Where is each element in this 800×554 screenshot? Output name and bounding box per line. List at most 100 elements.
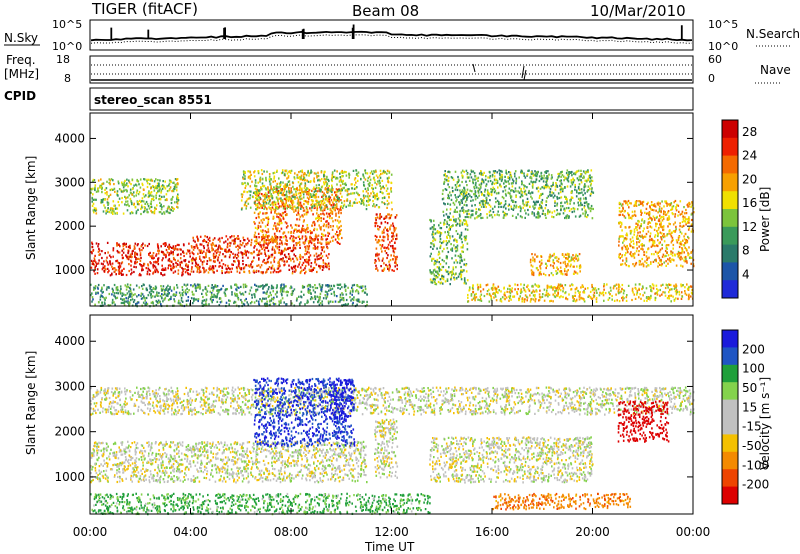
data-cell xyxy=(472,291,475,294)
data-cell xyxy=(184,271,187,274)
data-cell xyxy=(335,214,337,217)
data-cell xyxy=(264,198,266,201)
data-cell xyxy=(129,191,132,194)
data-cell xyxy=(538,293,541,296)
data-cell xyxy=(504,180,507,183)
data-cell xyxy=(533,214,536,217)
data-cell xyxy=(555,270,557,273)
data-cell xyxy=(577,192,580,195)
data-cell xyxy=(203,247,205,250)
data-cell xyxy=(331,176,333,180)
data-cell xyxy=(262,260,264,263)
data-cell xyxy=(345,189,347,192)
data-cell xyxy=(450,198,453,201)
data-cell xyxy=(341,189,343,192)
data-cell xyxy=(684,220,686,223)
data-cell xyxy=(263,218,265,221)
data-cell xyxy=(475,177,478,180)
data-cell xyxy=(319,203,322,206)
data-cell xyxy=(281,188,283,191)
data-cell xyxy=(533,258,536,261)
data-cell xyxy=(657,265,659,268)
data-cell xyxy=(257,270,260,273)
data-cell xyxy=(177,269,180,272)
data-cell xyxy=(444,231,446,234)
data-cell xyxy=(90,266,93,269)
data-cell xyxy=(148,253,150,256)
data-cell xyxy=(538,196,541,199)
data-cell xyxy=(497,186,499,189)
data-cell xyxy=(393,235,395,238)
data-cell xyxy=(314,189,317,192)
data-cell xyxy=(278,245,281,248)
data-cell xyxy=(325,238,327,241)
data-cell xyxy=(304,245,306,248)
data-cell xyxy=(579,214,582,217)
data-cell xyxy=(451,247,454,250)
data-cell xyxy=(273,258,275,261)
data-cell xyxy=(340,178,342,181)
data-cell xyxy=(94,184,97,187)
data-cell xyxy=(611,294,613,298)
data-cell xyxy=(321,238,324,241)
data-cell xyxy=(507,204,510,208)
data-cell xyxy=(500,300,503,303)
data-cell xyxy=(321,200,323,203)
data-cell xyxy=(568,216,570,219)
data-cell xyxy=(318,257,321,260)
data-cell xyxy=(566,173,569,176)
data-cell xyxy=(510,195,513,198)
data-cell xyxy=(493,175,496,178)
data-cell xyxy=(285,193,288,196)
data-cell xyxy=(96,262,98,265)
data-cell xyxy=(534,170,536,173)
data-cell xyxy=(234,238,236,241)
data-cell xyxy=(112,249,115,252)
data-cell xyxy=(122,256,124,259)
data-cell xyxy=(305,237,308,241)
data-cell xyxy=(238,245,240,248)
data-cell xyxy=(523,190,526,194)
freq-tick-top: 18 xyxy=(56,53,70,66)
data-cell xyxy=(448,170,450,173)
data-cell xyxy=(339,184,342,187)
data-cell xyxy=(144,202,146,205)
data-cell xyxy=(238,271,241,274)
data-cell xyxy=(271,201,274,204)
data-cell xyxy=(246,250,248,253)
data-cell xyxy=(316,175,318,178)
data-cell xyxy=(255,242,257,245)
data-cell xyxy=(603,288,605,291)
data-cell xyxy=(160,272,162,276)
data-cell xyxy=(660,232,663,235)
data-cell xyxy=(447,196,449,200)
data-cell xyxy=(555,213,558,216)
data-cell xyxy=(540,193,543,197)
data-cell xyxy=(367,183,370,186)
data-cell xyxy=(388,202,390,205)
data-cell xyxy=(517,190,519,193)
data-cell xyxy=(390,190,393,193)
data-cell xyxy=(584,171,587,174)
data-cell xyxy=(313,196,316,199)
data-cell xyxy=(542,272,545,275)
data-cell xyxy=(296,202,299,205)
data-cell xyxy=(581,285,584,288)
data-cell xyxy=(194,240,196,243)
data-cell xyxy=(531,212,533,215)
data-cell xyxy=(474,193,476,196)
data-cell xyxy=(253,256,255,259)
data-cell xyxy=(307,187,309,190)
data-cell xyxy=(332,201,334,204)
data-cell xyxy=(388,263,391,266)
data-cell xyxy=(546,177,549,180)
data-cell xyxy=(232,256,235,259)
data-cell xyxy=(480,170,482,173)
data-cell xyxy=(587,287,589,290)
data-cell xyxy=(260,205,262,208)
data-cell xyxy=(536,255,539,258)
data-cell xyxy=(130,273,132,276)
data-cell xyxy=(456,188,459,192)
data-cell xyxy=(374,261,376,264)
data-cell xyxy=(675,206,677,209)
